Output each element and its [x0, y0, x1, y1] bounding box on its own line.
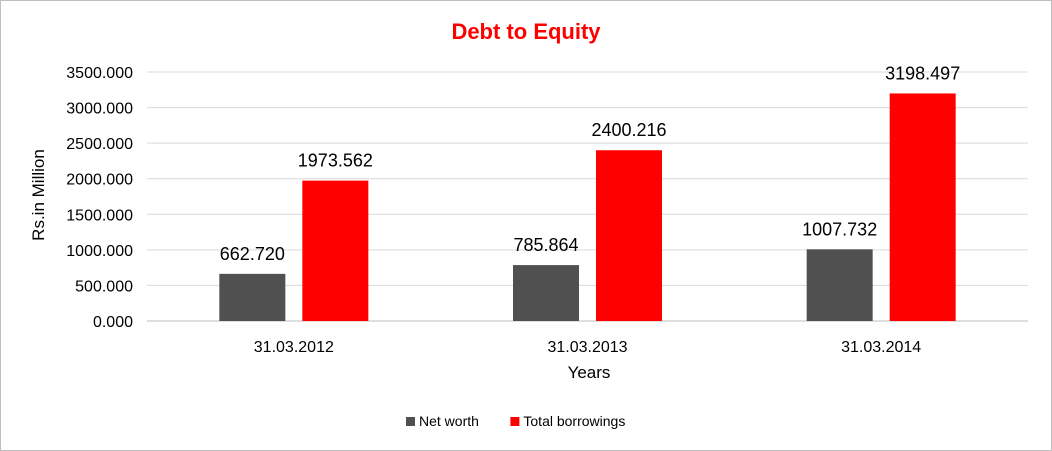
y-tick-label: 1000.000: [66, 243, 133, 260]
y-tick-label: 1500.000: [66, 207, 133, 224]
y-axis-title: Rs.in Million: [29, 149, 48, 241]
bar-total-borrowings: [596, 150, 662, 321]
bar-total-borrowings: [302, 180, 369, 321]
legend-swatch: [510, 417, 520, 426]
bars: 662.720 1973.562 785.864 2400.216 1007.732 31…: [219, 63, 960, 321]
y-tick-label: 3500.000: [66, 65, 133, 82]
bar-total-borrowings: [889, 93, 956, 321]
bar-net-worth: [513, 265, 579, 321]
y-tick-label: 2000.000: [66, 172, 133, 189]
y-tick-label: 2500.000: [66, 136, 133, 153]
legend: Net worth Total borrowings: [406, 413, 625, 429]
y-tick-label: 500.000: [75, 278, 133, 295]
y-axis-ticks: 0.000 500.000 1000.000 1500.000 2000.000 2500…: [66, 65, 133, 331]
bar-net-worth: [219, 273, 286, 321]
x-axis-ticks: 31.03.2012 31.03.2013 31.03.2014: [254, 339, 922, 356]
legend-swatch: [406, 417, 415, 426]
chart-title: Debt to Equity: [451, 19, 601, 44]
y-tick-label: 3000.000: [66, 101, 133, 118]
legend-label: Net worth: [419, 413, 479, 429]
bar-net-worth: [806, 249, 873, 321]
data-label: 1007.732: [802, 219, 877, 239]
data-label: 2400.216: [591, 120, 666, 140]
data-label: 785.864: [513, 235, 578, 255]
x-tick-label: 31.03.2013: [547, 339, 627, 356]
legend-label: Total borrowings: [523, 413, 625, 429]
data-label: 1973.562: [298, 151, 373, 171]
data-label: 662.720: [220, 244, 285, 264]
x-tick-label: 31.03.2012: [254, 339, 334, 356]
data-label: 3198.497: [885, 63, 960, 83]
x-axis-title: Years: [568, 363, 611, 382]
y-tick-label: 0.000: [93, 314, 133, 331]
gridlines: [147, 71, 1028, 322]
x-tick-label: 31.03.2014: [841, 339, 921, 356]
